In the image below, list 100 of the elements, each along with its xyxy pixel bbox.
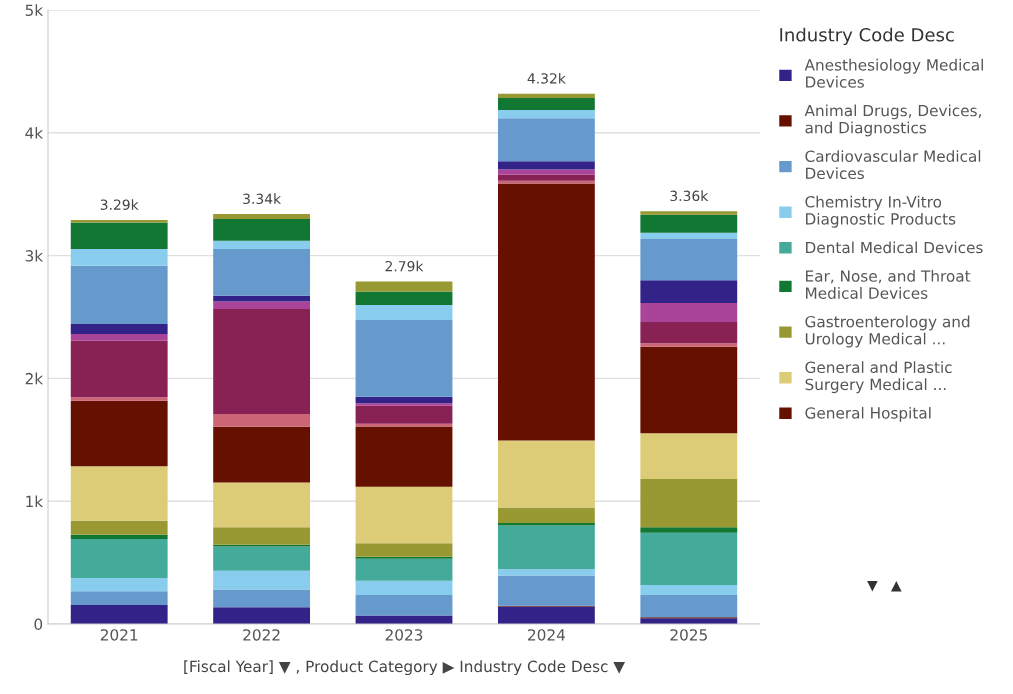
bar [497,183,595,441]
bar [213,570,311,590]
bar [497,569,595,576]
x-axis-title: [Fiscal Year] ▼ , Product Category ▶ Industry Code Desc ▼ [184,660,625,676]
text: ▼ ▲ [867,580,902,592]
bar [497,118,595,162]
legend-label: General and Plastic Surgery Medical ... [805,361,952,394]
bar [497,110,595,119]
bar [640,211,738,215]
legend-label: Ear, Nose, and Throat Medical Devices [806,269,971,299]
bar [497,606,595,624]
y-tick-label: 0 [34,618,43,631]
bar [70,222,168,250]
legend-label: Gastroenterology and Urology Medical ... [805,315,970,348]
y-tick-label: 3k [25,249,44,262]
bar [70,397,168,401]
bar [70,604,168,624]
bar [213,309,311,415]
bar [213,527,311,545]
total-label: 2.79k [385,260,424,272]
bar [355,405,453,424]
legend-label: Chemistry In-Vitro Diagnostic Products [805,195,956,228]
bar [70,520,168,535]
x-tick-label: 2022 [243,629,280,641]
bar [640,346,738,434]
x-tick-label: 2024 [528,629,565,641]
bar [70,265,168,324]
total-label: 3.36k [670,190,709,202]
bar [213,414,311,427]
bar [497,93,595,98]
y-tick-label: 1k [26,495,44,507]
bar [640,585,738,596]
bar [355,396,453,404]
bar [70,539,168,578]
bar [355,558,453,581]
bar [497,169,595,175]
bar [497,575,595,606]
legend-label: General Hospital [805,406,931,422]
bar [640,321,738,344]
legend-label: Anesthesiology Medical Devices [804,58,983,88]
x-tick-label: 2023 [385,629,423,641]
bar [640,527,738,533]
x-tick-label: 2021 [100,629,138,641]
bar [640,232,738,240]
bar [497,440,595,508]
bar [497,507,595,523]
bar [70,324,168,335]
bar [213,589,311,608]
legend-label: Cardiovascular Medical Devices [805,150,981,180]
bar [355,291,453,306]
bar [640,303,738,322]
bar [640,239,738,281]
bar [640,478,738,528]
bar [355,615,453,624]
bar [213,240,311,250]
bar [213,426,311,483]
bar [355,423,453,427]
legend-title: Industry Code Desc [780,27,954,46]
bar [70,534,168,540]
bar [355,426,453,487]
total-label: 4.32k [527,72,566,84]
y-tick-label: 2k [25,372,44,385]
bar [70,466,168,521]
bar [640,214,738,233]
bar [640,532,738,586]
total-label: 3.34k [243,193,282,205]
bar [355,403,453,406]
bar [355,543,453,557]
bar [355,486,453,544]
bar [213,301,311,310]
bar [497,174,595,181]
legend-label: Dental Medical Devices [806,241,983,254]
bar [640,595,738,618]
bar [70,340,168,398]
bar [355,580,453,596]
bar [70,591,168,605]
bar [640,343,738,347]
bar [70,400,168,467]
bar [213,214,311,220]
bar [213,546,311,571]
x-tick-label: 2025 [670,629,707,641]
bar [355,595,453,616]
bar [497,161,595,170]
bar [213,219,311,241]
bar [640,280,738,303]
bar [355,305,453,321]
total-label: 3.29k [100,199,139,210]
bar [497,97,595,111]
bar [213,607,311,624]
bar [355,281,453,292]
bar [355,320,453,397]
bar [213,482,311,528]
bar [70,249,168,266]
y-tick-label: 4k [25,127,44,139]
y-tick-label: 5k [25,4,44,17]
bar [70,334,168,341]
bar [213,249,311,296]
bar [70,577,168,592]
bar [497,525,595,570]
bar [640,433,738,479]
